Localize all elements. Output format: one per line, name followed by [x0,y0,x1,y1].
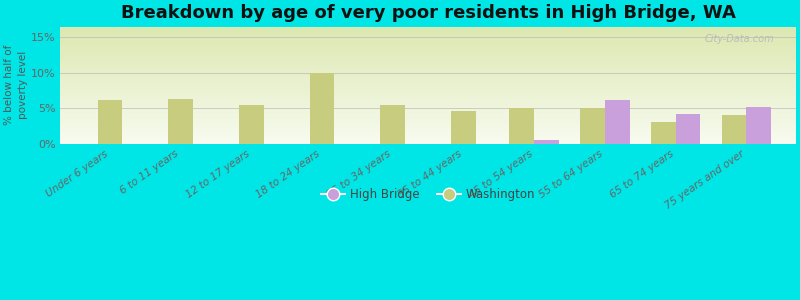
Y-axis label: % below half of
poverty level: % below half of poverty level [4,45,28,125]
Bar [310,73,334,144]
Bar [98,100,122,144]
Bar [239,105,264,144]
Bar [580,108,605,144]
Text: City-Data.com: City-Data.com [704,34,774,44]
Bar [534,140,559,144]
Bar [510,108,534,144]
Bar [381,105,405,144]
Bar [451,111,476,144]
Bar [651,122,676,144]
Bar [676,114,700,144]
Legend: High Bridge, Washington: High Bridge, Washington [317,183,540,206]
Bar [605,100,630,144]
Bar [746,107,771,144]
Bar [722,115,746,144]
Bar [168,99,193,144]
Title: Breakdown by age of very poor residents in High Bridge, WA: Breakdown by age of very poor residents … [121,4,735,22]
